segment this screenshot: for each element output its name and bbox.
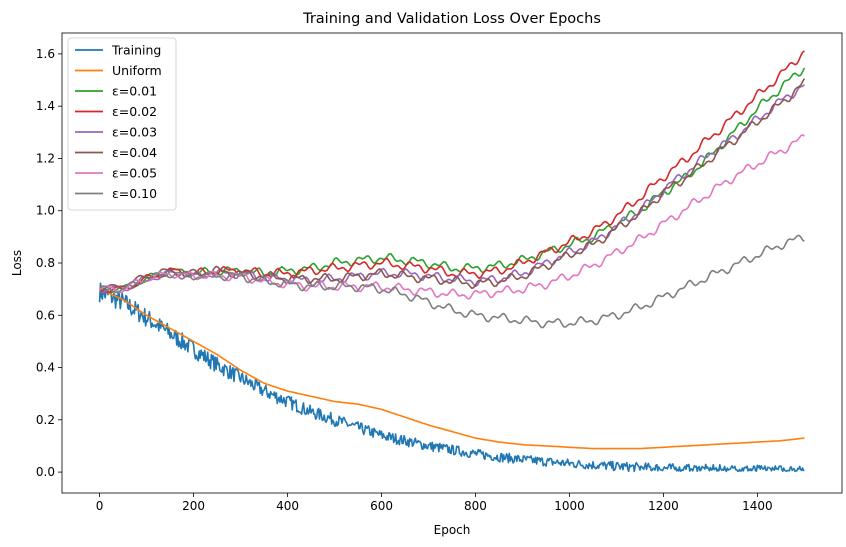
x-tick-label: 1400: [742, 499, 773, 513]
x-tick-label: 0: [96, 499, 104, 513]
legend: Training Uniform ε=0.01 ε=0.02 ε=0.03 ε=0.04 ε…: [67, 37, 177, 211]
legend-label: ε=0.05: [112, 166, 157, 181]
y-axis-label: Loss: [10, 250, 24, 276]
y-tick-label: 1.6: [36, 47, 55, 61]
legend-label: ε=0.01: [112, 84, 157, 99]
y-tick-label: 1.2: [36, 151, 55, 165]
series-line: [99, 234, 805, 329]
x-axis-label: Epoch: [434, 523, 471, 537]
x-tick-label: 200: [182, 499, 205, 513]
y-tick-label: 0.4: [36, 361, 55, 375]
x-tick-label: 400: [276, 499, 299, 513]
legend-label: ε=0.02: [112, 104, 157, 119]
y-tick-label: 0.6: [36, 308, 55, 322]
y-tick-label: 0.2: [36, 413, 55, 427]
y-tick-label: 1.0: [36, 204, 55, 218]
series-line: [99, 134, 805, 300]
x-axis: 0 200 400 600 800 1000 1200 1400: [96, 493, 773, 513]
legend-label: Training: [111, 43, 161, 58]
x-tick-label: 600: [370, 499, 393, 513]
series-line: [99, 78, 806, 293]
y-tick-label: 0.0: [36, 465, 55, 479]
y-tick-label: 1.4: [36, 99, 55, 113]
y-axis: 0.0 0.2 0.4 0.6 0.8 1.0 1.2 1.4 1.6: [36, 47, 62, 479]
x-tick-label: 1200: [648, 499, 679, 513]
legend-label: ε=0.04: [112, 145, 157, 160]
chart-title: Training and Validation Loss Over Epochs: [302, 11, 601, 27]
legend-box: [67, 37, 177, 211]
series-lines: [98, 50, 806, 473]
x-tick-label: 800: [464, 499, 487, 513]
y-tick-label: 0.8: [36, 256, 55, 270]
series-line: [98, 282, 805, 473]
series-line: [99, 288, 805, 450]
legend-label: ε=0.03: [112, 125, 157, 140]
legend-label: Uniform: [112, 63, 162, 78]
legend-label: ε=0.10: [112, 186, 157, 201]
x-tick-label: 1000: [554, 499, 585, 513]
